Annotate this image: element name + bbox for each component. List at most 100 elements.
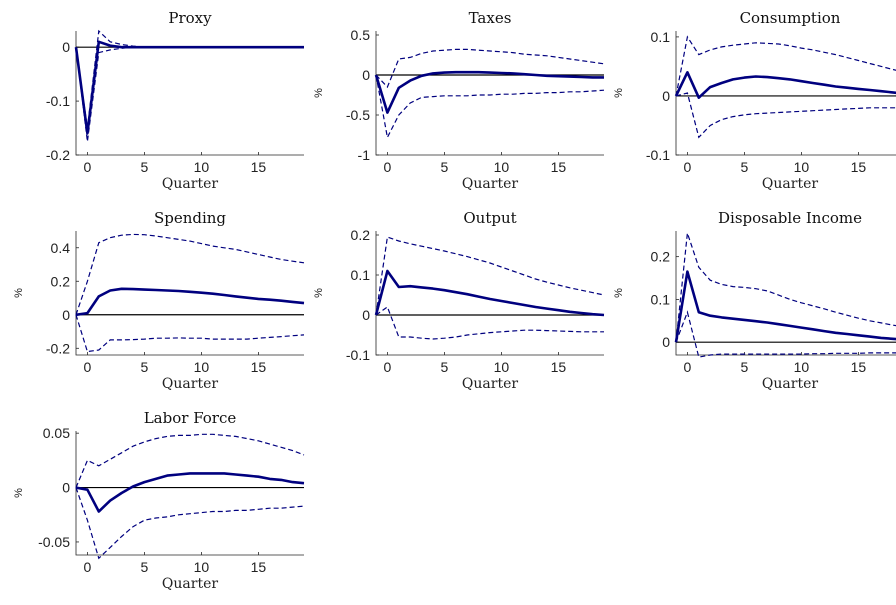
x-tick-label: 10 xyxy=(494,159,510,175)
axes-frame xyxy=(75,231,304,356)
panel-title: Consumption xyxy=(740,9,841,27)
x-axis-label: Quarter xyxy=(462,376,518,392)
x-tick-label: 15 xyxy=(551,359,567,375)
axes-frame xyxy=(75,431,304,556)
x-tick-label: 5 xyxy=(141,359,149,375)
panel-title: Output xyxy=(463,209,516,227)
y-tick-label: -0.1 xyxy=(346,347,370,363)
upper-band-line xyxy=(675,35,896,97)
y-tick-label: 0.2 xyxy=(651,249,671,265)
x-tick-label: 10 xyxy=(494,359,510,375)
x-tick-label: 5 xyxy=(141,159,149,175)
axes-frame xyxy=(675,231,896,356)
panel-output: Output 0 5 10 15 -0.1 0 0.1 0.2 Quarter% xyxy=(313,209,605,392)
upper-band-line xyxy=(75,233,305,315)
y-tick-label: 0.4 xyxy=(51,240,71,256)
x-axis-label: Quarter xyxy=(162,376,218,392)
y-axis-label: % xyxy=(13,488,25,498)
y-axis-label: % xyxy=(313,88,325,98)
x-tick-label: 0 xyxy=(384,159,392,175)
x-tick-label: 0 xyxy=(84,559,92,575)
lower-band-line xyxy=(375,74,605,140)
panel-title: Spending xyxy=(154,209,226,227)
impulse-response-line xyxy=(75,472,305,513)
y-tick-label: 0 xyxy=(362,67,370,83)
impulse-response-line xyxy=(374,269,605,317)
y-tick-label: 0 xyxy=(662,88,670,104)
upper-band-line xyxy=(675,232,896,343)
x-tick-label: 5 xyxy=(741,159,749,175)
y-tick-label: -0.1 xyxy=(646,147,670,163)
lower-band-line xyxy=(75,314,305,353)
y-tick-label: 0 xyxy=(662,334,670,350)
impulse-response-line xyxy=(374,70,604,114)
x-tick-label: 15 xyxy=(551,159,567,175)
x-axis-label: Quarter xyxy=(162,576,218,592)
x-tick-label: 10 xyxy=(794,159,810,175)
x-tick-label: 0 xyxy=(384,359,392,375)
y-tick-label: 0.2 xyxy=(351,227,371,243)
x-tick-label: 10 xyxy=(794,359,810,375)
panel-disposable-income: Disposable Income 0 5 10 15 0 0.1 0.2 Quarter% xyxy=(613,209,896,392)
x-axis-label: Quarter xyxy=(762,376,818,392)
y-tick-label: -0.2 xyxy=(46,147,70,163)
panel-title: Disposable Income xyxy=(718,209,862,227)
y-tick-label: 0.1 xyxy=(351,267,371,283)
x-tick-label: 15 xyxy=(251,159,267,175)
panel-title: Labor Force xyxy=(144,409,237,427)
panel-title: Proxy xyxy=(168,9,212,27)
y-tick-label: 0 xyxy=(62,307,70,323)
y-tick-label: 0.5 xyxy=(351,27,371,43)
x-tick-label: 5 xyxy=(741,359,749,375)
y-tick-label: -0.05 xyxy=(38,534,70,550)
y-tick-label: 0.05 xyxy=(43,425,70,441)
x-tick-label: 0 xyxy=(684,359,692,375)
x-tick-label: 0 xyxy=(84,359,92,375)
panel-taxes: Taxes 0 5 10 15 -1 -0.5 0 0.5 Quarter% xyxy=(313,9,605,192)
lower-band-line xyxy=(675,310,896,358)
x-tick-label: 10 xyxy=(194,159,210,175)
impulse-response-line xyxy=(674,270,896,343)
panel-spending: Spending 0 5 10 15 -0.2 0 0.2 0.4 Quarter% xyxy=(13,209,305,392)
x-tick-label: 10 xyxy=(194,359,210,375)
panel-consumption: Consumption 0 5 10 15 -0.1 0 0.1 Quarter% xyxy=(613,9,896,192)
y-tick-label: -0.5 xyxy=(346,107,370,123)
impulse-response-line xyxy=(75,287,305,317)
y-tick-label: 0.2 xyxy=(51,273,71,289)
y-axis-label: % xyxy=(613,288,625,298)
axes-frame xyxy=(375,31,604,156)
x-tick-label: 15 xyxy=(851,359,867,375)
y-tick-label: -1 xyxy=(358,147,371,163)
x-tick-label: 15 xyxy=(251,359,267,375)
y-axis-label: % xyxy=(613,88,625,98)
y-tick-label: -0.1 xyxy=(46,93,70,109)
y-tick-label: 0 xyxy=(62,480,70,496)
panel-labor-force: Labor Force 0 5 10 15 -0.05 0 0.05 Quarter% xyxy=(13,409,305,592)
x-axis-label: Quarter xyxy=(162,176,218,192)
upper-band-line xyxy=(75,433,305,488)
x-axis-label: Quarter xyxy=(762,176,818,192)
x-tick-label: 0 xyxy=(684,159,692,175)
y-tick-label: 0.1 xyxy=(651,291,671,307)
lower-band-line xyxy=(75,46,304,142)
impulse-response-line xyxy=(674,71,896,99)
x-tick-label: 15 xyxy=(851,159,867,175)
x-tick-label: 0 xyxy=(84,159,92,175)
y-tick-label: 0.1 xyxy=(651,29,671,45)
upper-band-line xyxy=(375,236,605,316)
panel-proxy: Proxy 0 5 10 15 -0.2 -0.1 0 Quarter xyxy=(46,9,304,192)
y-axis-label: % xyxy=(313,288,325,298)
y-tick-label: 0 xyxy=(62,39,70,55)
x-axis-label: Quarter xyxy=(462,176,518,192)
lower-band-line xyxy=(675,92,896,139)
axes-frame xyxy=(675,31,896,156)
y-tick-label: 0 xyxy=(362,307,370,323)
y-tick-label: -0.2 xyxy=(46,340,70,356)
x-tick-label: 5 xyxy=(141,559,149,575)
y-axis-label: % xyxy=(13,288,25,298)
x-tick-label: 10 xyxy=(194,559,210,575)
impulse-response-line xyxy=(74,40,304,135)
x-tick-label: 5 xyxy=(441,359,449,375)
upper-band-line xyxy=(375,48,605,89)
